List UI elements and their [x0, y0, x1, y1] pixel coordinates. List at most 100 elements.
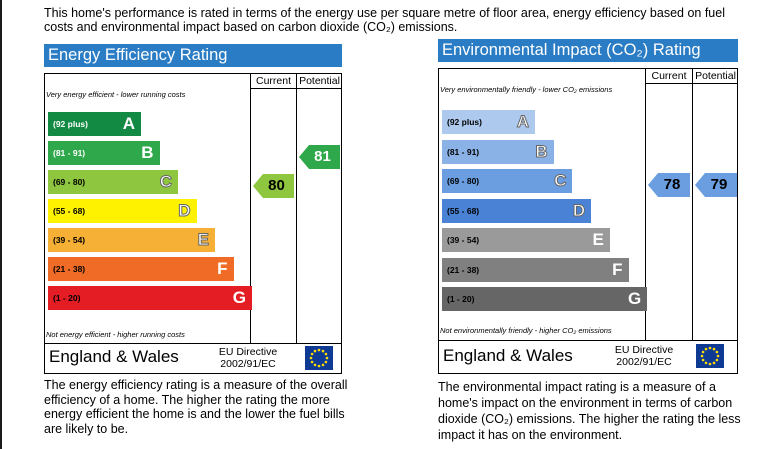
band-letter: D — [178, 201, 191, 221]
current-column-header: Current — [255, 75, 291, 87]
band-range: (92 plus) — [447, 117, 482, 127]
eu-star — [704, 347, 708, 351]
directive-line-1: EU Directive — [614, 344, 674, 356]
rating-band-f: (21 - 38) F — [442, 257, 629, 282]
eu-star — [715, 358, 719, 362]
band-range: (92 plus) — [53, 119, 88, 129]
eu-directive: EU Directive 2002/91/EC — [606, 344, 682, 368]
potential-rating-arrow-polygon — [695, 173, 737, 197]
top-note: Very energy efficient - lower running co… — [46, 90, 186, 99]
rating-band-c: (69 - 80) C — [442, 169, 573, 193]
eu-star — [700, 354, 704, 358]
energy-efficiency-description: The energy efficiency rating is a measur… — [44, 378, 348, 436]
band-range: (81 - 91) — [447, 146, 480, 157]
band-letter: A — [516, 112, 529, 132]
potential-rating-arrow: 79 — [695, 173, 737, 197]
band-letter: E — [197, 230, 209, 250]
bottom-note: Not environmentally friendly - higher CO… — [440, 326, 612, 335]
eu-flag-icon — [696, 344, 724, 368]
eu-stars — [309, 348, 329, 368]
eu-star — [701, 350, 705, 354]
eu-star — [317, 364, 321, 368]
current-rating-arrow-value: 80 — [268, 177, 285, 194]
directive-line-1: EU Directive — [218, 346, 278, 358]
eu-star — [313, 349, 317, 353]
eu-star — [704, 361, 708, 365]
band-range: (69 - 80) — [53, 177, 86, 187]
eu-star — [716, 354, 720, 358]
potential-rating-arrow-polygon — [299, 145, 340, 169]
eu-star — [324, 360, 328, 364]
potential-column-line — [296, 73, 297, 344]
band-range: (39 - 54) — [447, 235, 480, 245]
current-rating-arrow-polygon — [253, 174, 294, 198]
potential-column-line — [692, 68, 693, 341]
rating-band-c: (69 - 80) C — [48, 170, 178, 194]
directive-line-2: 2002/91/EC — [220, 358, 276, 370]
band-letter: C — [554, 171, 567, 191]
footer-frame — [44, 343, 342, 374]
band-letter: F — [217, 259, 228, 278]
rating-band-a: (92 plus) A — [48, 112, 141, 136]
region-label: England & Wales — [49, 347, 179, 366]
eu-directive: EU Directive 2002/91/EC — [210, 346, 286, 370]
rating-band-d: (55 - 68) D — [48, 199, 197, 223]
eu-star — [310, 352, 314, 356]
band-range: (21 - 38) — [53, 264, 86, 274]
top-note: Very environmentally friendly - lower CO… — [440, 85, 613, 94]
band-letter: A — [122, 114, 135, 133]
rating-band-b: (81 - 91) B — [442, 139, 554, 164]
current-rating-arrow: 80 — [253, 174, 294, 198]
band-range: (1 - 20) — [447, 294, 475, 304]
directive-line-2: 2002/91/EC — [616, 356, 672, 368]
band-letter: C — [159, 172, 172, 192]
rating-band-b: (81 - 91) B — [48, 141, 160, 165]
eu-star — [321, 363, 325, 367]
potential-rating-arrow-shape — [299, 145, 340, 169]
energy-efficiency-panel: Energy Efficiency Rating Current Potenti… — [44, 44, 342, 374]
band-letter: G — [627, 289, 642, 308]
band-range: (69 - 80) — [447, 176, 480, 186]
band-range: (1 - 20) — [53, 293, 81, 303]
band-range: (81 - 91) — [53, 148, 86, 158]
current-rating-arrow-shape — [648, 173, 690, 197]
rating-band-a: (92 plus) A — [442, 110, 535, 134]
eu-star — [708, 346, 712, 350]
rating-band-g: (1 - 20) G — [48, 286, 252, 310]
region-label: England & Wales — [443, 346, 573, 365]
eu-star — [708, 362, 712, 366]
band-letter: B — [141, 143, 154, 162]
eu-flag-icon — [305, 346, 333, 370]
band-letter: F — [612, 259, 623, 279]
potential-column-header: Potential — [299, 75, 340, 87]
potential-rating-arrow-value: 81 — [314, 148, 331, 165]
rating-band-d: (55 - 68) D — [442, 198, 592, 223]
eu-star — [712, 361, 716, 365]
current-column-header: Current — [651, 70, 687, 82]
eu-star — [325, 356, 329, 360]
header-divider — [645, 83, 738, 84]
eu-star — [715, 350, 719, 354]
bottom-note: Not energy efficient - higher running co… — [46, 330, 185, 339]
band-letter: G — [232, 288, 246, 307]
potential-rating-arrow-value: 79 — [710, 176, 728, 193]
band-range: (39 - 54) — [53, 235, 86, 245]
current-rating-arrow-value: 78 — [663, 176, 681, 193]
left-edge-line — [0, 0, 2, 449]
intro-text: This home's performance is rated in term… — [44, 6, 725, 34]
eu-star — [313, 363, 317, 367]
footer-frame — [438, 340, 738, 374]
current-column-line — [645, 68, 646, 341]
eu-star — [324, 352, 328, 356]
eu-star — [321, 349, 325, 353]
environmental-impact-title: Environmental Impact (CO₂) Rating — [438, 39, 738, 62]
band-range: (55 - 68) — [447, 205, 480, 216]
eu-star — [712, 347, 716, 351]
current-rating-arrow: 78 — [648, 173, 690, 197]
environmental-impact-description: The environmental impact rating is a mea… — [438, 380, 741, 442]
environmental-impact-panel: Environmental Impact (CO₂) Rating Curren… — [438, 39, 738, 374]
band-letter: E — [592, 230, 604, 249]
band-letter: B — [535, 141, 548, 161]
rating-band-g: (1 - 20) G — [442, 287, 648, 311]
eu-star — [309, 356, 313, 360]
